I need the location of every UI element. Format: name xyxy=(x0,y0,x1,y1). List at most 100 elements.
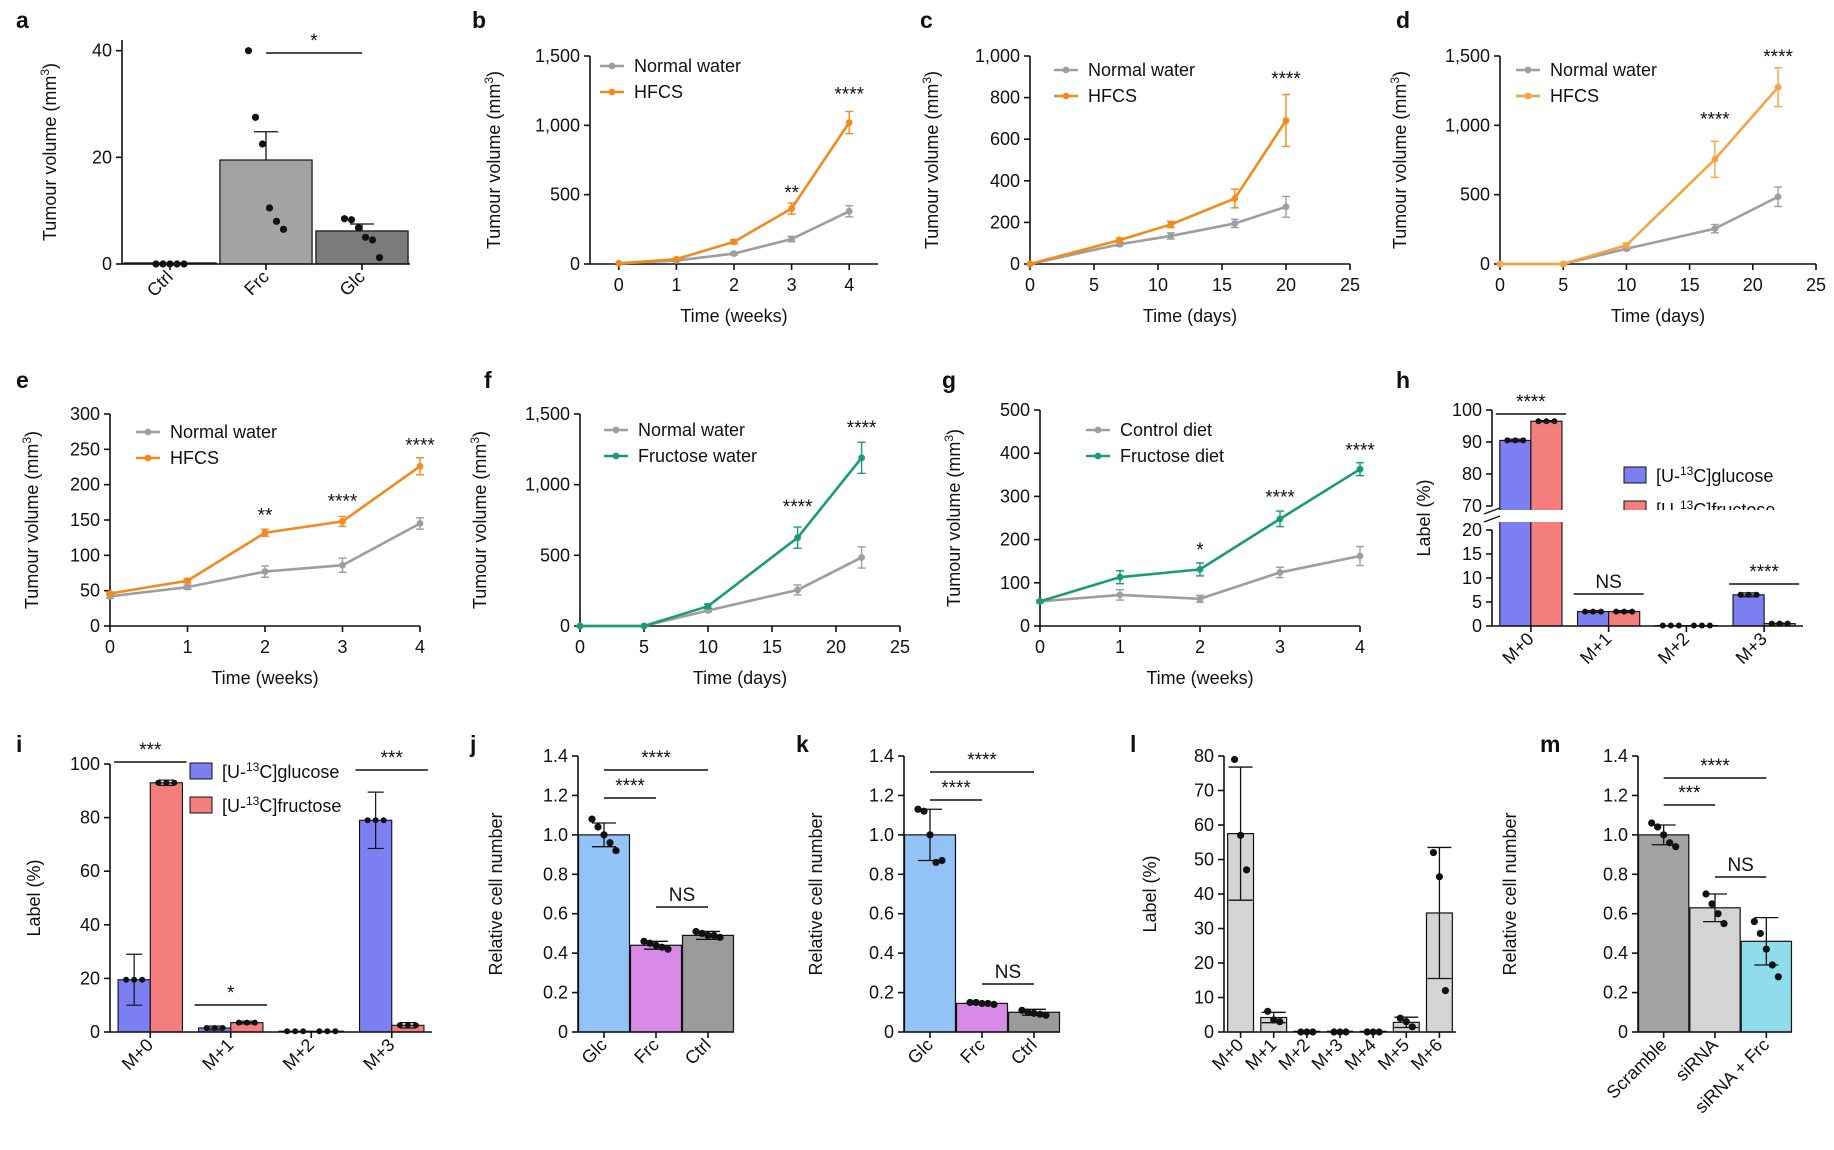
y-tick-label: 40 xyxy=(80,915,100,935)
data-dot xyxy=(1660,831,1668,839)
y-tick-label: 0.8 xyxy=(543,864,568,884)
data-point xyxy=(1276,515,1284,523)
significance-label: **** xyxy=(847,418,877,439)
data-point xyxy=(845,119,853,126)
significance-label: * xyxy=(227,983,235,1004)
y-axis-label-main: Tumour volume (mm xyxy=(22,444,42,609)
x-tick-label: 2 xyxy=(729,275,739,295)
y-axis-label: Label (%) xyxy=(24,859,44,936)
data-dot xyxy=(1776,620,1783,627)
y-tick-label: 60 xyxy=(1194,815,1214,835)
panel-letter: g xyxy=(942,367,956,393)
y-tick-label: 0 xyxy=(1010,254,1020,274)
y-tick-label: 50 xyxy=(1194,850,1214,870)
data-point xyxy=(184,577,191,585)
bar xyxy=(315,230,409,265)
y-tick-label: 0.6 xyxy=(869,904,894,924)
data-point xyxy=(704,602,712,610)
x-tick-label: 0 xyxy=(614,275,624,295)
y-tick-label: 400 xyxy=(990,171,1020,191)
data-dot xyxy=(251,113,260,121)
x-tick-label: 4 xyxy=(844,275,854,295)
y-tick-label: 0.8 xyxy=(869,864,894,884)
y-axis-label-text: Relative cell number xyxy=(1500,812,1520,975)
data-point xyxy=(261,529,269,537)
y-axis-label-sup: 3 xyxy=(38,69,52,76)
data-dot xyxy=(279,225,288,233)
y-tick-label: 0 xyxy=(1020,616,1030,636)
data-dot xyxy=(1666,839,1674,847)
data-dot xyxy=(219,1024,226,1031)
data-dot xyxy=(347,216,356,224)
data-dot xyxy=(155,779,162,786)
legend-label: Fructose water xyxy=(638,446,757,466)
data-dot xyxy=(258,140,267,148)
axis-break-mark xyxy=(1483,515,1501,523)
data-dot xyxy=(1672,843,1680,851)
panel-d: 0 5 10 15 20 25 0 500 1,000 1,500 Time (days) Norma… xyxy=(1445,46,1826,326)
y-axis-label: Tumour volume (mm3) xyxy=(20,431,42,609)
panel-letter: d xyxy=(1396,7,1410,33)
data-point xyxy=(1231,195,1239,202)
data-dot xyxy=(244,47,253,55)
data-dot xyxy=(990,1000,998,1009)
data-dot xyxy=(1441,987,1450,995)
data-dot xyxy=(251,1019,258,1026)
y-tick-label: 0.4 xyxy=(543,943,568,963)
data-dot xyxy=(1708,900,1716,908)
x-tick-label: M+5 xyxy=(1374,1035,1413,1074)
series-line-0 xyxy=(580,556,863,628)
y-tick-label: 1,000 xyxy=(975,46,1020,66)
data-dot xyxy=(1435,873,1444,881)
bar-glucose xyxy=(1732,594,1765,627)
x-tick-label: Glc xyxy=(904,1035,937,1068)
y-tick-label: 1.2 xyxy=(869,785,894,805)
x-tick-label: 4 xyxy=(415,637,425,657)
legend-label: [U-13C]glucose xyxy=(222,760,339,782)
x-tick-label: Glc xyxy=(578,1035,611,1068)
x-tick-label: 10 xyxy=(1148,275,1168,295)
bar xyxy=(955,1002,1009,1033)
significance-label: ** xyxy=(784,183,799,204)
data-dot xyxy=(1303,1028,1311,1036)
x-tick-label: M+3 xyxy=(1732,629,1771,668)
data-dot xyxy=(1408,1023,1416,1031)
y-tick-label: 500 xyxy=(550,185,580,205)
legend-label: [U-13C]fructose xyxy=(222,794,341,816)
legend-label: HFCS xyxy=(1088,86,1137,106)
data-dot xyxy=(1582,608,1589,615)
y-tick-label: 1.0 xyxy=(543,825,568,845)
legend-label: [U-13C]glucose xyxy=(1656,464,1773,486)
y-axis-label: Tumour volume (mm3) xyxy=(920,71,942,249)
data-dot xyxy=(361,233,370,241)
data-dot xyxy=(1330,1028,1338,1036)
data-point xyxy=(615,259,623,267)
significance-label: **** xyxy=(834,84,864,105)
significance-label: **** xyxy=(1749,562,1779,583)
data-point xyxy=(858,554,865,561)
bar xyxy=(219,159,313,265)
x-tick-label: 25 xyxy=(1806,275,1826,295)
y-tick-label: 0 xyxy=(90,1022,100,1042)
significance-label: **** xyxy=(1516,392,1546,413)
data-dot xyxy=(372,817,379,824)
legend-label-sup: 13 xyxy=(1680,464,1694,478)
y-axis-label-main: Tumour volume (mm xyxy=(40,76,60,241)
panel-l: M+0M+1M+2M+3M+4M+5M+6 0 10 20 30 40 50 60 70 80 xyxy=(1194,746,1456,1074)
y-tick-label: 400 xyxy=(1000,443,1030,463)
significance-label: **** xyxy=(941,778,971,799)
y-tick-label: 800 xyxy=(990,88,1020,108)
bar xyxy=(1689,907,1741,1033)
x-axis-label: Time (weeks) xyxy=(211,668,318,688)
data-dot xyxy=(316,1028,323,1035)
y-axis-label: Tumour volume (mm3) xyxy=(942,429,964,607)
y-tick-label: 10 xyxy=(1462,568,1482,588)
y-tick-label: 1,000 xyxy=(525,475,570,495)
x-tick-label: Ctrl xyxy=(681,1035,715,1069)
panel-letter: j xyxy=(469,731,476,757)
x-tick-label: 0 xyxy=(1035,637,1045,657)
data-dot xyxy=(1768,961,1776,969)
y-axis-label-tail: ) xyxy=(40,63,60,69)
y-tick-label: 1,000 xyxy=(1445,115,1490,135)
